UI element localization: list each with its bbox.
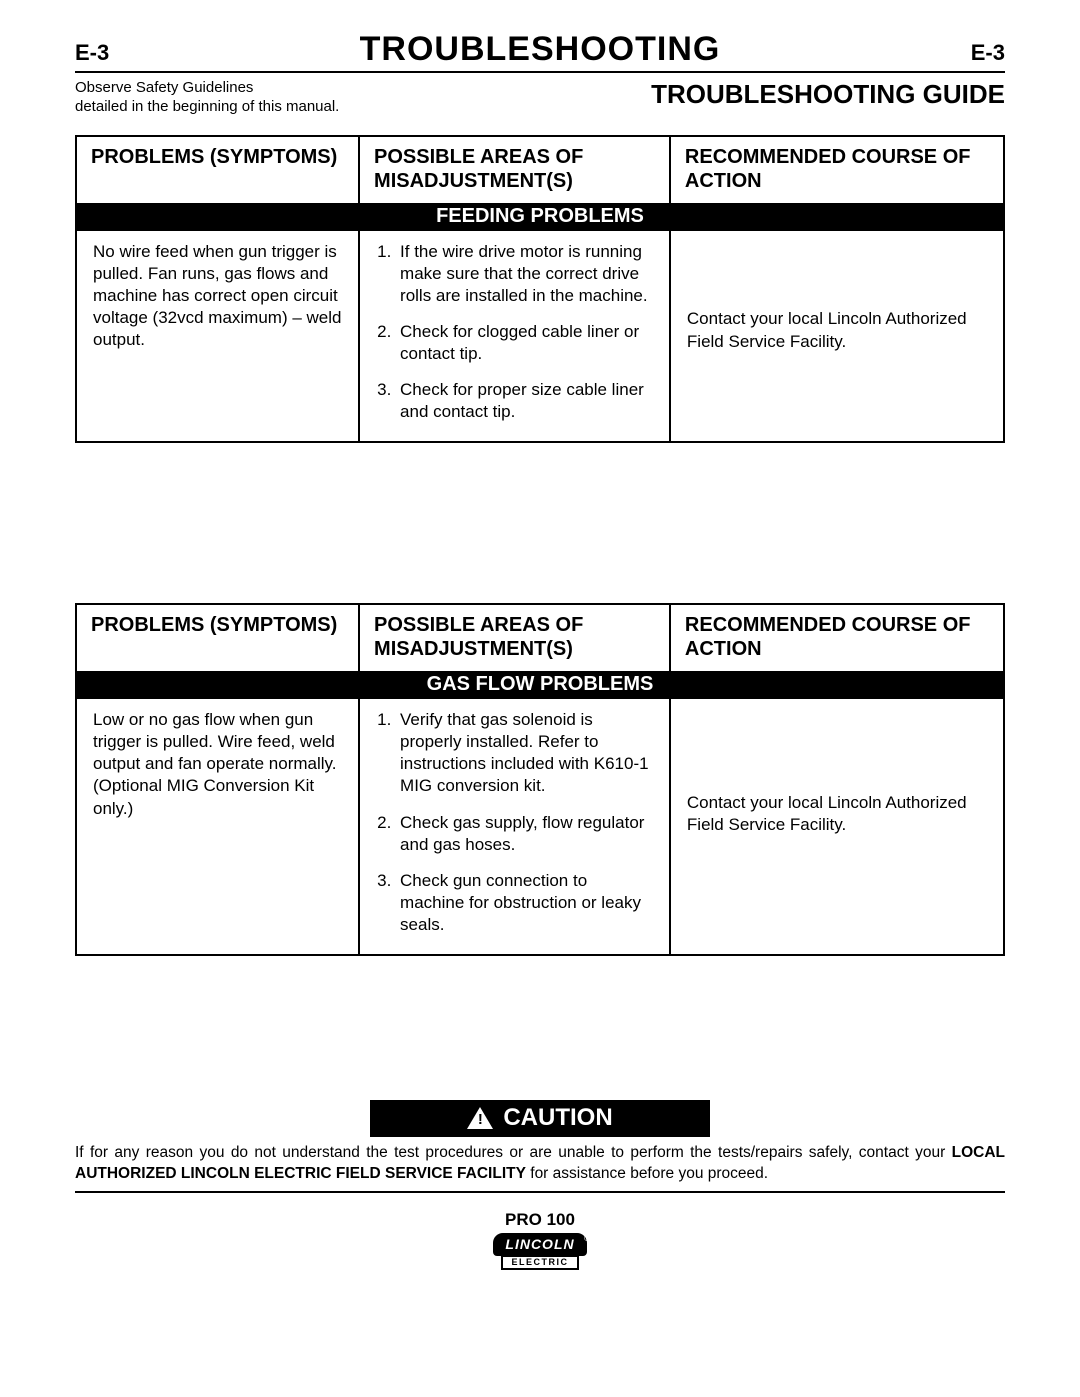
caution-block: CAUTION If for any reason you do not und… bbox=[75, 1100, 1005, 1193]
list-item: Check gas supply, flow regulator and gas… bbox=[396, 812, 653, 856]
safety-note-line1: Observe Safety Guidelines bbox=[75, 79, 253, 96]
col-header-possible: POSSIBLE AREAS OF MISADJUSTMENT(S) bbox=[359, 604, 670, 671]
list-item: Check for proper size cable liner and co… bbox=[396, 379, 653, 423]
col-header-problems: PROBLEMS (SYMPTOMS) bbox=[76, 604, 359, 671]
problem-cell: Low or no gas flow when gun trigger is p… bbox=[76, 699, 359, 955]
action-text: Contact your local Lincoln Authorized Fi… bbox=[687, 792, 987, 836]
table-header-row: PROBLEMS (SYMPTOMS) POSSIBLE AREAS OF MI… bbox=[76, 604, 1004, 671]
action-text: Contact your local Lincoln Authorized Fi… bbox=[687, 308, 987, 352]
section-row-gasflow: GAS FLOW PROBLEMS bbox=[76, 671, 1004, 699]
list-item: Verify that gas solenoid is properly ins… bbox=[396, 709, 653, 797]
list-item: Check for clogged cable liner or contact… bbox=[396, 321, 653, 365]
caution-text-post: for assistance before you proceed. bbox=[526, 1165, 768, 1182]
brand-top: LINCOLN bbox=[493, 1233, 586, 1256]
subheader-row: Observe Safety Guidelines detailed in th… bbox=[75, 79, 1005, 117]
col-header-problems: PROBLEMS (SYMPTOMS) bbox=[76, 136, 359, 203]
col-header-recommended: RECOMMENDED COURSE OF ACTION bbox=[670, 604, 1004, 671]
troubleshooting-table-gasflow: PROBLEMS (SYMPTOMS) POSSIBLE AREAS OF MI… bbox=[75, 603, 1005, 956]
guide-title: TROUBLESHOOTING GUIDE bbox=[651, 79, 1005, 110]
page-footer: PRO 100 LINCOLN ® ELECTRIC bbox=[0, 1210, 1080, 1270]
section-title-feeding: FEEDING PROBLEMS bbox=[76, 203, 1004, 231]
caution-text-pre: If for any reason you do not understand … bbox=[75, 1144, 952, 1161]
action-cell: Contact your local Lincoln Authorized Fi… bbox=[670, 231, 1004, 443]
safety-note-line2: detailed in the beginning of this manual… bbox=[75, 98, 339, 115]
table-header-row: PROBLEMS (SYMPTOMS) POSSIBLE AREAS OF MI… bbox=[76, 136, 1004, 203]
brand-logo: LINCOLN ® ELECTRIC bbox=[493, 1233, 586, 1270]
col-header-recommended: RECOMMENDED COURSE OF ACTION bbox=[670, 136, 1004, 203]
main-title: TROUBLESHOOTING bbox=[135, 30, 945, 69]
section-title-gasflow: GAS FLOW PROBLEMS bbox=[76, 671, 1004, 699]
list-item: If the wire drive motor is running make … bbox=[396, 241, 653, 307]
possible-cell: Verify that gas solenoid is properly ins… bbox=[359, 699, 670, 955]
caution-label: CAUTION bbox=[503, 1104, 612, 1132]
registered-icon: ® bbox=[584, 1233, 591, 1243]
page-code-left: E-3 bbox=[75, 40, 135, 66]
possible-cell: If the wire drive motor is running make … bbox=[359, 231, 670, 443]
col-header-possible: POSSIBLE AREAS OF MISADJUSTMENT(S) bbox=[359, 136, 670, 203]
section-row-feeding: FEEDING PROBLEMS bbox=[76, 203, 1004, 231]
list-item: Check gun connection to machine for obst… bbox=[396, 870, 653, 936]
warning-icon bbox=[467, 1107, 493, 1129]
table-row: No wire feed when gun trigger is pulled.… bbox=[76, 231, 1004, 443]
caution-text: If for any reason you do not understand … bbox=[75, 1143, 1005, 1193]
troubleshooting-table-feeding: PROBLEMS (SYMPTOMS) POSSIBLE AREAS OF MI… bbox=[75, 135, 1005, 444]
brand-bottom: ELECTRIC bbox=[501, 1255, 579, 1270]
problem-cell: No wire feed when gun trigger is pulled.… bbox=[76, 231, 359, 443]
action-cell: Contact your local Lincoln Authorized Fi… bbox=[670, 699, 1004, 955]
page-header: E-3 TROUBLESHOOTING E-3 bbox=[75, 30, 1005, 73]
caution-banner: CAUTION bbox=[370, 1100, 710, 1137]
model-name: PRO 100 bbox=[0, 1210, 1080, 1230]
table-row: Low or no gas flow when gun trigger is p… bbox=[76, 699, 1004, 955]
safety-note: Observe Safety Guidelines detailed in th… bbox=[75, 79, 339, 117]
page-code-right: E-3 bbox=[945, 40, 1005, 66]
